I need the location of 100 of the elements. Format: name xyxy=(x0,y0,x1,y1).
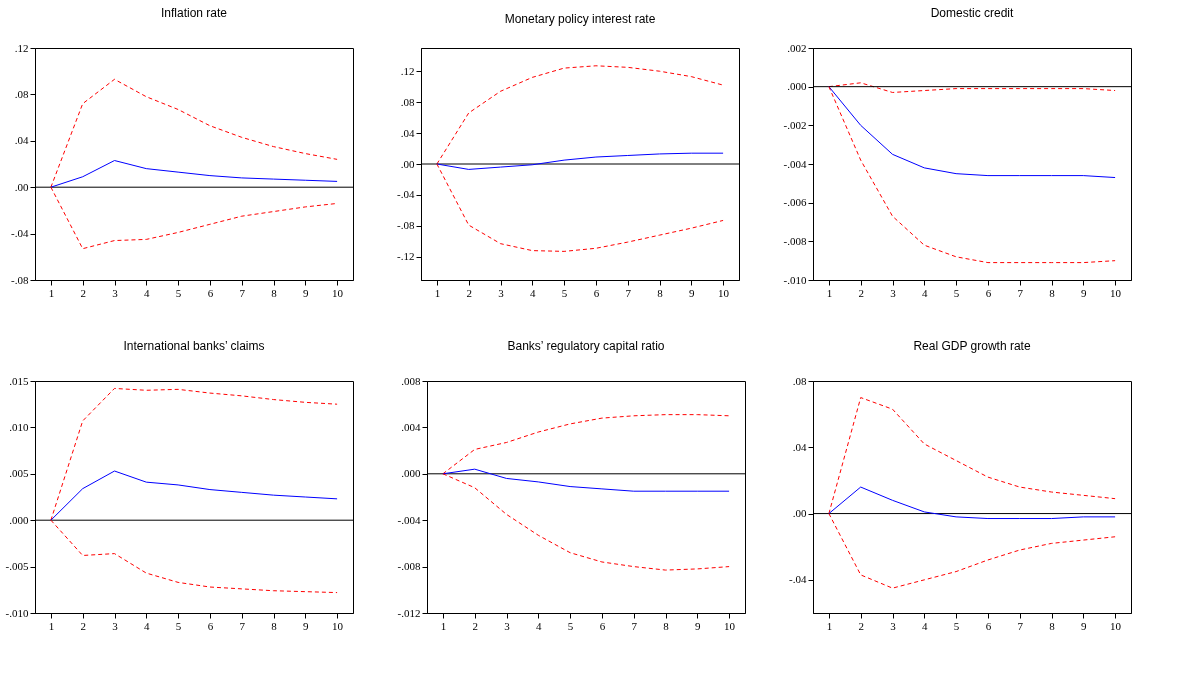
x-tick-label: 8 xyxy=(271,619,278,632)
x-tick-label: 7 xyxy=(625,286,632,299)
x-tick-label: 1 xyxy=(826,286,833,299)
x-tick-label: 5 xyxy=(567,619,574,632)
y-tick-label: .08 xyxy=(792,374,807,387)
chart-title: Domestic credit xyxy=(930,6,1015,20)
x-tick-label: 6 xyxy=(207,286,214,299)
y-tick-label: .000 xyxy=(787,80,807,93)
x-tick-label: 2 xyxy=(80,619,86,632)
y-tick-label: .000 xyxy=(401,467,421,480)
x-tick-label: 4 xyxy=(536,619,543,632)
x-tick-label: 1 xyxy=(48,619,55,632)
x-tick-label: 10 xyxy=(718,286,730,299)
y-tick-label: -.008 xyxy=(783,234,807,247)
chart-title: Monetary policy interest rate xyxy=(504,12,656,26)
y-tick-label: .004 xyxy=(401,420,421,433)
y-tick-label: .04 xyxy=(400,126,415,139)
x-tick-label: 2 xyxy=(80,286,86,299)
x-tick-label: 1 xyxy=(826,619,833,632)
y-tick-label: -.010 xyxy=(783,273,807,286)
y-tick-label: .005 xyxy=(9,467,29,480)
y-tick-label: -.004 xyxy=(397,513,421,526)
x-tick-label: 2 xyxy=(466,286,472,299)
y-tick-label: .04 xyxy=(14,134,29,147)
x-tick-label: 6 xyxy=(593,286,600,299)
y-tick-label: .010 xyxy=(9,420,29,433)
y-tick-label: -.04 xyxy=(397,188,415,201)
y-tick-label: .04 xyxy=(792,440,807,453)
x-tick-label: 3 xyxy=(890,619,897,632)
x-tick-label: 7 xyxy=(1017,619,1024,632)
y-tick-label: .00 xyxy=(14,180,29,193)
x-tick-label: 9 xyxy=(303,286,310,299)
x-tick-label: 5 xyxy=(561,286,568,299)
x-tick-label: 4 xyxy=(144,286,151,299)
x-tick-label: 6 xyxy=(207,619,214,632)
x-tick-label: 4 xyxy=(530,286,537,299)
x-tick-label: 5 xyxy=(175,619,182,632)
x-tick-label: 7 xyxy=(239,286,246,299)
x-tick-label: 10 xyxy=(724,619,736,632)
chart-title: Banks’ regulatory capital ratio xyxy=(507,339,665,353)
y-tick-label: .008 xyxy=(401,374,421,387)
x-tick-label: 8 xyxy=(271,286,278,299)
y-tick-label: -.002 xyxy=(783,118,807,131)
x-tick-label: 4 xyxy=(144,619,151,632)
y-tick-label: -.006 xyxy=(783,196,807,209)
x-tick-label: 3 xyxy=(504,619,511,632)
x-tick-label: 9 xyxy=(695,619,702,632)
x-tick-label: 9 xyxy=(1081,619,1088,632)
y-tick-label: -.04 xyxy=(11,227,29,240)
y-tick-label: .002 xyxy=(787,41,807,54)
y-tick-label: .08 xyxy=(14,87,29,100)
y-tick-label: -.08 xyxy=(11,273,29,286)
x-tick-label: 5 xyxy=(953,286,960,299)
y-tick-label: .015 xyxy=(9,374,29,387)
x-tick-label: 5 xyxy=(953,619,960,632)
x-tick-label: 3 xyxy=(112,619,119,632)
x-tick-label: 8 xyxy=(663,619,670,632)
x-tick-label: 7 xyxy=(239,619,246,632)
y-tick-label: .000 xyxy=(9,513,29,526)
x-tick-label: 5 xyxy=(175,286,182,299)
x-tick-label: 10 xyxy=(332,619,344,632)
x-tick-label: 7 xyxy=(1017,286,1024,299)
x-tick-label: 10 xyxy=(1110,619,1122,632)
y-tick-label: .08 xyxy=(400,95,415,108)
y-tick-label: -.012 xyxy=(397,606,421,619)
x-tick-label: 2 xyxy=(858,619,864,632)
x-tick-label: 9 xyxy=(1081,286,1088,299)
x-tick-label: 4 xyxy=(922,619,929,632)
x-tick-label: 3 xyxy=(498,286,505,299)
x-tick-label: 6 xyxy=(985,286,992,299)
x-tick-label: 3 xyxy=(890,286,897,299)
y-tick-label: -.12 xyxy=(397,250,415,263)
y-tick-label: -.04 xyxy=(789,573,807,586)
x-tick-label: 10 xyxy=(1110,286,1122,299)
y-tick-label: .12 xyxy=(14,41,29,54)
chart-title: Real GDP growth rate xyxy=(913,339,1031,353)
chart-title: International banks’ claims xyxy=(123,339,265,353)
y-tick-label: .00 xyxy=(400,157,415,170)
x-tick-label: 1 xyxy=(440,619,447,632)
x-tick-label: 9 xyxy=(303,619,310,632)
x-tick-label: 4 xyxy=(922,286,929,299)
x-tick-label: 10 xyxy=(332,286,344,299)
x-tick-label: 1 xyxy=(48,286,55,299)
x-tick-label: 8 xyxy=(1049,619,1056,632)
x-tick-label: 6 xyxy=(599,619,606,632)
chart-title: Inflation rate xyxy=(160,6,228,20)
y-tick-label: .12 xyxy=(400,64,415,77)
x-tick-label: 8 xyxy=(657,286,664,299)
x-tick-label: 7 xyxy=(631,619,638,632)
x-tick-label: 6 xyxy=(985,619,992,632)
y-tick-label: -.08 xyxy=(397,219,415,232)
x-tick-label: 1 xyxy=(434,286,441,299)
x-tick-label: 3 xyxy=(112,286,119,299)
x-tick-label: 2 xyxy=(472,619,478,632)
y-tick-label: -.005 xyxy=(5,560,29,573)
y-tick-label: -.004 xyxy=(783,157,807,170)
x-tick-label: 9 xyxy=(689,286,696,299)
y-tick-label: -.010 xyxy=(5,606,29,619)
y-tick-label: -.008 xyxy=(397,560,421,573)
y-tick-label: .00 xyxy=(792,507,807,520)
